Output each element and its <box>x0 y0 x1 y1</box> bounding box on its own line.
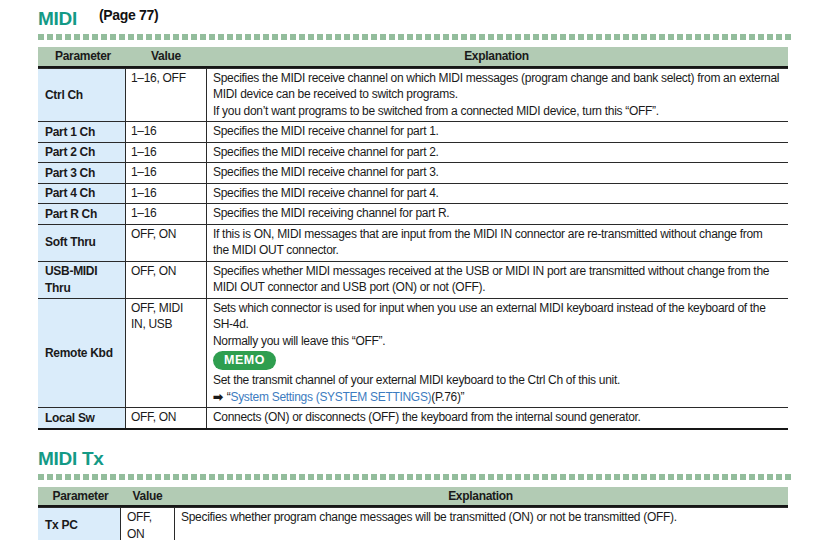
parameter-cell: Tx PC <box>38 508 120 540</box>
explanation-cell: Specifies whether program change message… <box>175 508 788 540</box>
value-cell: OFF, ON <box>125 262 207 298</box>
section-title-midi: MIDI <box>38 8 77 30</box>
value-cell: 1–16 <box>125 143 207 163</box>
explanation-paragraph: Specifies the MIDI receive channel for p… <box>213 185 780 202</box>
explanation-cell: If this is ON, MIDI messages that are in… <box>207 225 788 261</box>
midi-section-header: MIDI (Page 77) <box>38 8 793 30</box>
manual-page: MIDI (Page 77) Parameter Value Explanati… <box>0 0 826 540</box>
value-cell: OFF, MIDI IN, USB <box>125 299 207 408</box>
table-row-remote-kbd: Remote Kbd OFF, MIDI IN, USB Sets which … <box>38 298 788 408</box>
explanation-paragraph: Connects (ON) or disconnects (OFF) the k… <box>213 409 780 426</box>
table-row-ctrl-ch: Ctrl Ch 1–16, OFF Specifies the MIDI rec… <box>38 68 788 122</box>
section-title-midi-tx: MIDI Tx <box>38 448 103 470</box>
midi-tx-section-header: MIDI Tx <box>38 448 793 470</box>
table-row-part4-ch: Part 4 Ch 1–16 Specifies the MIDI receiv… <box>38 183 788 204</box>
dotted-rule <box>38 34 793 40</box>
parameter-cell: USB-MIDI Thru <box>38 262 125 298</box>
page-number-note: (Page 77) <box>99 7 159 23</box>
parameter-cell: Part 3 Ch <box>38 163 125 183</box>
column-header-explanation: Explanation <box>207 47 788 66</box>
explanation-cell: Specifies the MIDI receiving channel for… <box>207 204 788 224</box>
table-row-soft-thru: Soft Thru OFF, ON If this is ON, MIDI me… <box>38 224 788 261</box>
explanation-cell: Specifies the MIDI receive channel for p… <box>207 122 788 142</box>
explanation-paragraph: If this is ON, MIDI messages that are in… <box>213 226 780 259</box>
value-cell: 1–16 <box>125 122 207 142</box>
explanation-cell: Specifies the MIDI receive channel on wh… <box>207 69 788 122</box>
table-row-usb-midi-thru: USB-MIDI Thru OFF, ON Specifies whether … <box>38 261 788 298</box>
table-row-part2-ch: Part 2 Ch 1–16 Specifies the MIDI receiv… <box>38 142 788 163</box>
value-cell: OFF, ON <box>125 225 207 261</box>
column-header-parameter: Parameter <box>38 487 120 506</box>
system-settings-link[interactable]: System Settings (SYSTEM SETTINGS) <box>230 390 431 404</box>
explanation-cell: Specifies the MIDI receive channel for p… <box>207 184 788 204</box>
table-row-partr-ch: Part R Ch 1–16 Specifies the MIDI receiv… <box>38 203 788 224</box>
column-header-value: Value <box>120 487 175 506</box>
parameter-cell: Local Sw <box>38 408 125 428</box>
table-header-row: Parameter Value Explanation <box>38 487 788 508</box>
explanation-cell: Sets which connector is used for input w… <box>207 299 788 408</box>
explanation-paragraph: Specifies the MIDI receive channel for p… <box>213 123 780 140</box>
column-header-parameter: Parameter <box>38 47 125 66</box>
explanation-cell: Connects (ON) or disconnects (OFF) the k… <box>207 408 788 428</box>
parameter-cell: Part 2 Ch <box>38 143 125 163</box>
midi-tx-table: Parameter Value Explanation Tx PC OFF, O… <box>38 487 788 540</box>
explanation-paragraph: Specifies the MIDI receiving channel for… <box>213 205 780 222</box>
table-row-tx-pc: Tx PC OFF, ON Specifies whether program … <box>38 507 788 540</box>
table-row-part3-ch: Part 3 Ch 1–16 Specifies the MIDI receiv… <box>38 162 788 183</box>
column-header-explanation: Explanation <box>175 487 788 506</box>
explanation-paragraph: Normally you will leave this “OFF”. <box>213 333 780 350</box>
value-cell: OFF, ON <box>125 408 207 428</box>
explanation-cell: Specifies the MIDI receive channel for p… <box>207 163 788 183</box>
parameter-cell: Part R Ch <box>38 204 125 224</box>
parameter-cell: Part 4 Ch <box>38 184 125 204</box>
explanation-paragraph: Specifies whether program change message… <box>181 509 780 526</box>
table-header-row: Parameter Value Explanation <box>38 47 788 68</box>
explanation-paragraph: Specifies the MIDI receive channel on wh… <box>213 70 780 103</box>
ref-page-suffix: (P.76)” <box>431 390 464 404</box>
parameter-cell: Remote Kbd <box>38 299 125 408</box>
explanation-paragraph: If you don’t want programs to be switche… <box>213 103 780 120</box>
table-row-part1-ch: Part 1 Ch 1–16 Specifies the MIDI receiv… <box>38 121 788 142</box>
parameter-cell: Ctrl Ch <box>38 69 125 122</box>
explanation-paragraph: Specifies the MIDI receive channel for p… <box>213 144 780 161</box>
parameter-cell: Part 1 Ch <box>38 122 125 142</box>
dotted-rule <box>38 474 793 480</box>
cross-reference-line: ➡“System Settings (SYSTEM SETTINGS)(P.76… <box>213 389 780 406</box>
explanation-paragraph: Specifies whether MIDI messages received… <box>213 263 780 296</box>
parameter-cell: Soft Thru <box>38 225 125 261</box>
column-header-value: Value <box>125 47 207 66</box>
memo-text: Set the transmit channel of your externa… <box>213 372 780 389</box>
explanation-cell: Specifies the MIDI receive channel for p… <box>207 143 788 163</box>
midi-settings-table: Parameter Value Explanation Ctrl Ch 1–16… <box>38 47 788 430</box>
memo-badge: MEMO <box>213 351 276 370</box>
explanation-paragraph: Sets which connector is used for input w… <box>213 300 780 333</box>
value-cell: 1–16 <box>125 163 207 183</box>
table-row-local-sw: Local Sw OFF, ON Connects (ON) or discon… <box>38 407 788 428</box>
value-cell: 1–16 <box>125 204 207 224</box>
arrow-right-icon: ➡ <box>213 390 223 404</box>
value-cell: 1–16, OFF <box>125 69 207 122</box>
value-cell: OFF, ON <box>120 508 175 540</box>
explanation-paragraph: Specifies the MIDI receive channel for p… <box>213 164 780 181</box>
value-cell: 1–16 <box>125 184 207 204</box>
explanation-cell: Specifies whether MIDI messages received… <box>207 262 788 298</box>
